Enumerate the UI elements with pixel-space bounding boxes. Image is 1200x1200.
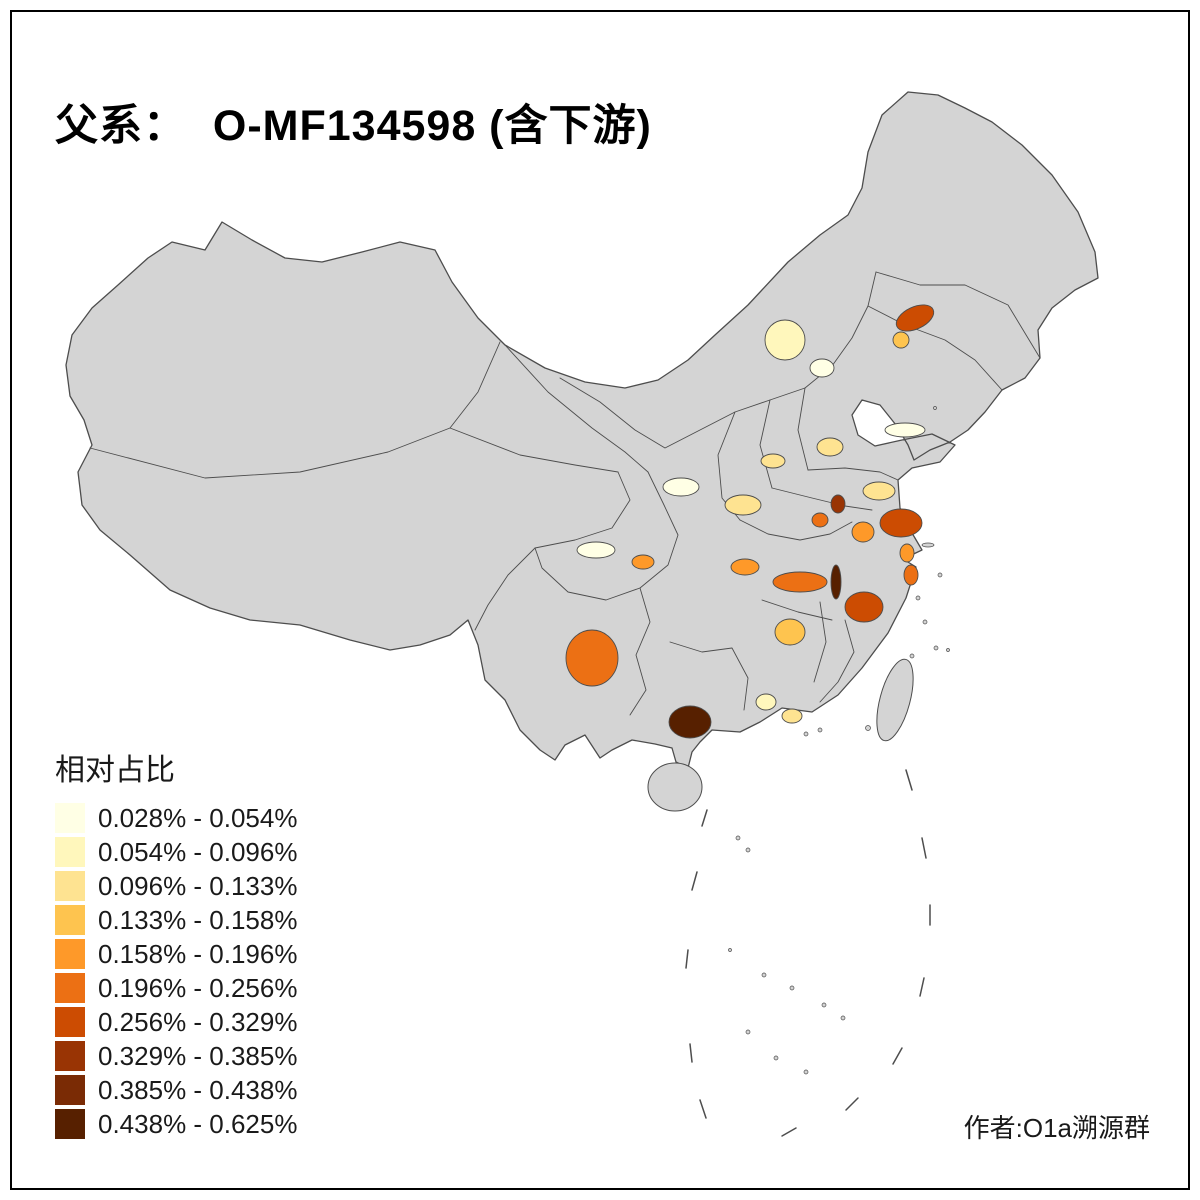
patch-guangxi: [668, 705, 712, 739]
patch-anhui-west: [811, 512, 829, 528]
patch-chongqing: [631, 554, 655, 570]
patch-hebei-north: [764, 319, 806, 361]
patch-dark-strip: [830, 564, 842, 600]
legend-label: 0.133% - 0.158%: [98, 904, 298, 935]
shaded-prefectures: [565, 304, 935, 739]
patch-shanghai: [899, 543, 915, 563]
legend-label: 0.438% - 0.625%: [98, 1108, 298, 1139]
attribution: 作者:O1a溯源群: [963, 1113, 1150, 1143]
legend-swatch: [55, 803, 85, 833]
sea-islands: [728, 406, 950, 1075]
patch-liaoning-south: [892, 331, 910, 349]
legend-label: 0.385% - 0.438%: [98, 1074, 298, 1105]
legend-row: 0.196% - 0.256%: [55, 973, 297, 1003]
patch-hunan: [774, 618, 806, 646]
legend-row: 0.385% - 0.438%: [55, 1075, 297, 1105]
patch-shandong-peninsula: [884, 422, 926, 438]
legend: 相对占比 0.028% - 0.054% 0.054% - 0.096% 0.096…: [55, 745, 297, 1143]
legend-label: 0.054% - 0.096%: [98, 836, 298, 867]
map-layer: [65, 91, 1099, 1137]
patch-anhui-north-dark: [830, 494, 846, 514]
legend-row: 0.256% - 0.329%: [55, 1007, 297, 1037]
patch-guangdong-north: [755, 693, 777, 711]
patch-zhejiang-north: [903, 564, 919, 586]
legend-row: 0.028% - 0.054%: [55, 803, 297, 833]
patch-shaanxi: [662, 477, 700, 497]
legend-title: 相对占比: [55, 754, 175, 787]
patch-yunnan: [565, 629, 619, 687]
legend-swatch: [55, 1041, 85, 1071]
patch-beijing: [809, 358, 835, 378]
legend-swatch: [55, 973, 85, 1003]
patch-jiangsu-north: [862, 481, 896, 501]
legend-label: 0.196% - 0.256%: [98, 972, 298, 1003]
patch-henan-south: [724, 494, 762, 516]
patch-henan-north: [760, 453, 786, 469]
legend-swatch: [55, 871, 85, 901]
nine-dash-line: [685, 769, 931, 1137]
patch-anhui-east: [851, 521, 875, 543]
legend-swatch: [55, 905, 85, 935]
legend-row: 0.438% - 0.625%: [55, 1109, 297, 1139]
province-borders: [89, 271, 1041, 716]
legend-swatch: [55, 837, 85, 867]
legend-rows: 0.028% - 0.054% 0.054% - 0.096% 0.096% - 0…: [55, 803, 297, 1139]
patch-jiangxi: [844, 591, 884, 623]
map-title: 父系： O-MF134598 (含下游): [55, 101, 652, 150]
china-mainland: [65, 91, 1099, 769]
legend-label: 0.028% - 0.054%: [98, 802, 298, 833]
legend-swatch: [55, 1007, 85, 1037]
patch-hubei-south-band: [772, 571, 828, 593]
legend-label: 0.158% - 0.196%: [98, 938, 298, 969]
legend-label: 0.256% - 0.329%: [98, 1006, 298, 1037]
patch-liaoning: [895, 304, 935, 332]
legend-row: 0.329% - 0.385%: [55, 1041, 297, 1071]
patch-hubei-west: [730, 558, 760, 576]
legend-row: 0.054% - 0.096%: [55, 837, 297, 867]
patch-sichuan: [576, 541, 616, 559]
patch-jiangsu-central: [879, 508, 923, 538]
legend-swatch: [55, 1109, 85, 1139]
legend-label: 0.329% - 0.385%: [98, 1040, 298, 1071]
legend-row: 0.133% - 0.158%: [55, 905, 297, 935]
legend-swatch: [55, 1075, 85, 1105]
hainan-island: [647, 762, 703, 812]
patch-shandong-west: [816, 437, 844, 457]
legend-label: 0.096% - 0.133%: [98, 870, 298, 901]
legend-row: 0.158% - 0.196%: [55, 939, 297, 969]
legend-row: 0.096% - 0.133%: [55, 871, 297, 901]
patch-guangdong-delta: [781, 708, 803, 724]
taiwan-island: [876, 658, 914, 742]
legend-swatch: [55, 939, 85, 969]
